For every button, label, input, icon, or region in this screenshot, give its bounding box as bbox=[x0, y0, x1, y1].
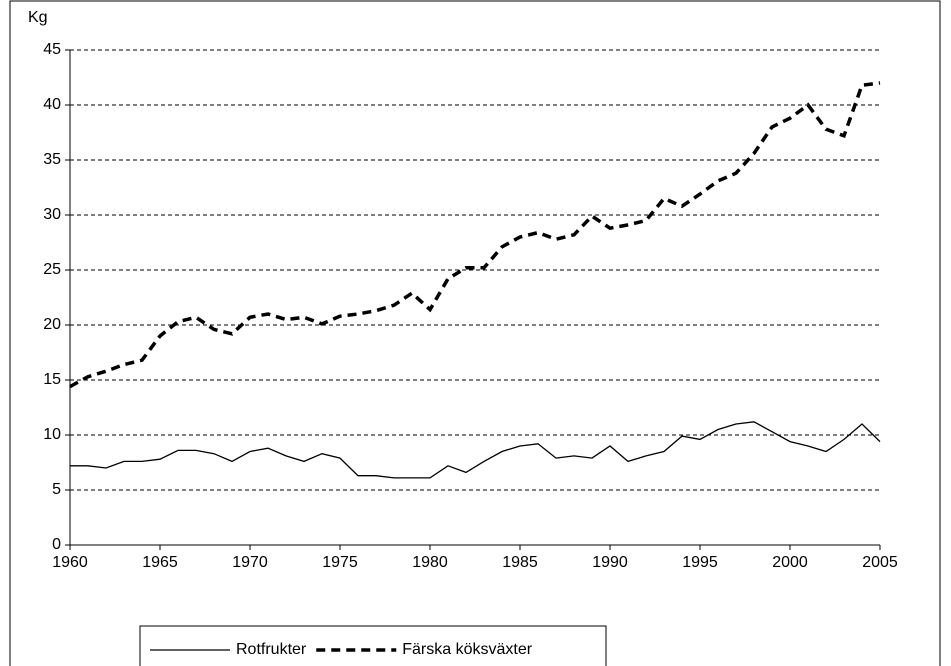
x-tick-label: 1985 bbox=[502, 554, 538, 571]
x-tick-label: 1995 bbox=[682, 554, 718, 571]
y-tick-label: 10 bbox=[43, 426, 61, 443]
x-tick-label: 1965 bbox=[142, 554, 178, 571]
chart-frame bbox=[9, 0, 941, 666]
x-tick-label: 1975 bbox=[322, 554, 358, 571]
y-tick-label: 25 bbox=[43, 261, 61, 278]
legend-label: Rotfrukter bbox=[236, 641, 307, 658]
legend-label: Färska köksväxter bbox=[402, 641, 532, 658]
y-tick-label: 35 bbox=[43, 151, 61, 168]
legend-box bbox=[139, 625, 607, 666]
y-tick-label: 20 bbox=[43, 316, 61, 333]
line-series bbox=[69, 81, 881, 389]
x-tick-label: 2000 bbox=[772, 554, 808, 571]
y-tick-label: 15 bbox=[43, 371, 61, 388]
y-axis-label: Kg bbox=[28, 9, 48, 26]
x-tick-label: 1980 bbox=[412, 554, 448, 571]
y-tick-label: 40 bbox=[43, 96, 61, 113]
x-tick-label: 1960 bbox=[52, 554, 88, 571]
y-tick-label: 30 bbox=[43, 206, 61, 223]
y-tick-label: 5 bbox=[52, 481, 61, 498]
y-tick-label: 0 bbox=[52, 536, 61, 553]
x-tick-label: 1970 bbox=[232, 554, 268, 571]
y-tick-label: 45 bbox=[43, 41, 61, 58]
x-tick-label: 2005 bbox=[862, 554, 898, 571]
line-series bbox=[70, 421, 881, 479]
x-tick-label: 1990 bbox=[592, 554, 628, 571]
